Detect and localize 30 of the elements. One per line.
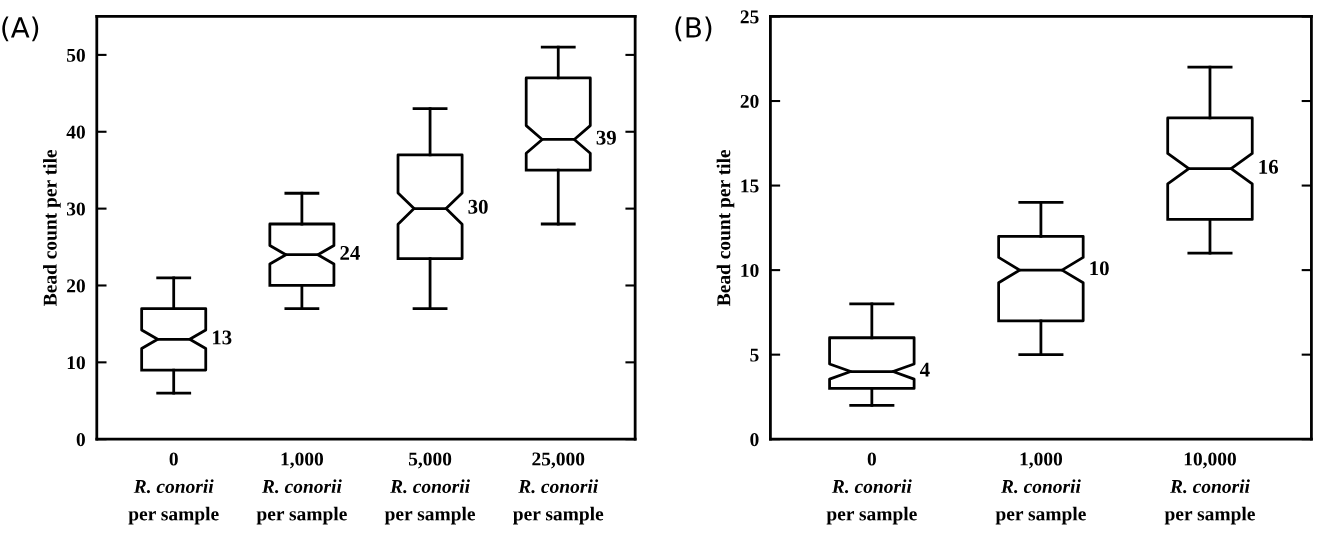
y-tick-label: 20	[740, 94, 759, 108]
x-tick-label: 0 R. conorii per sample	[826, 452, 917, 525]
y-tick-label: 5	[750, 348, 759, 362]
annotation: 24	[340, 245, 360, 260]
y-tick-label: 10	[741, 263, 759, 278]
x-tick-label: 5,000 R. conorii per sample	[384, 452, 476, 525]
y-tick-label: 20	[67, 279, 85, 293]
y-tick-label: 50	[67, 48, 85, 62]
annotation: 10	[1090, 261, 1109, 276]
x-tick-label: 10,000 R. conorii per sample	[1164, 452, 1255, 525]
x-tick-label: 1,000 R. conorii per sample	[256, 452, 347, 525]
y-axis-title: Bead count per tile	[43, 149, 61, 306]
y-tick-label: 30	[66, 202, 85, 216]
y-tick-label: 15	[741, 179, 759, 193]
annotation: 4	[919, 362, 930, 377]
chart-title: (B)	[675, 16, 712, 42]
y-tick-label: 0	[76, 433, 85, 447]
x-tick-label: 1,000 R. conorii per sample	[995, 452, 1086, 525]
y-tick-label: 10	[67, 356, 85, 370]
annotation: 39	[596, 130, 616, 145]
annotation: 13	[212, 330, 232, 345]
y-tick-label: 25	[740, 10, 759, 24]
y-tick-label: 0	[750, 433, 759, 447]
chart-title: (A)	[2, 16, 39, 42]
x-tick-label: 25,000 R. conorii per sample	[513, 452, 604, 525]
annotation: 30	[468, 199, 488, 214]
x-tick-label: 0 R. conorii per sample	[128, 452, 219, 525]
annotation: 16	[1259, 159, 1279, 174]
y-tick-label: 40	[66, 125, 85, 139]
y-axis-title: Bead count per tile	[716, 149, 735, 306]
